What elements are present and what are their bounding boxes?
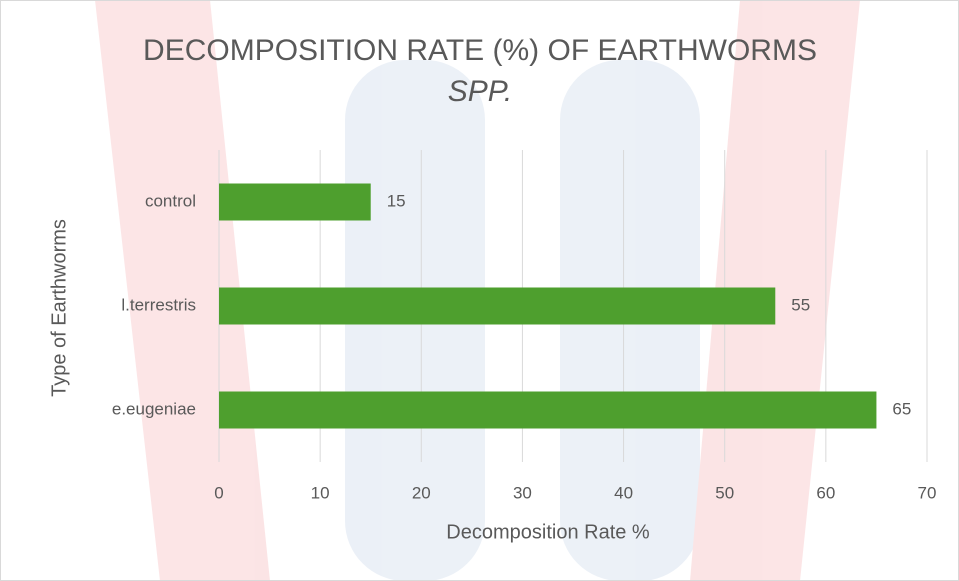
x-tick-label: 50	[715, 483, 734, 502]
x-tick-label: 10	[311, 483, 330, 502]
bar	[219, 391, 877, 429]
x-tick-label: 70	[918, 483, 937, 502]
bar	[219, 287, 776, 325]
bar	[219, 183, 371, 221]
data-label: 15	[387, 191, 406, 210]
y-tick-label: control	[145, 191, 196, 210]
data-label: 65	[892, 399, 911, 418]
x-tick-label: 0	[214, 483, 223, 502]
x-tick-label: 60	[816, 483, 835, 502]
x-tick-label: 20	[412, 483, 431, 502]
x-tick-label: 30	[513, 483, 532, 502]
data-label: 55	[791, 295, 810, 314]
x-axis-label: Decomposition Rate %	[446, 521, 650, 543]
x-tick-label: 40	[614, 483, 633, 502]
chart-title: DECOMPOSITION RATE (%) OF EARTHWORMS	[143, 34, 817, 67]
y-axis-label: Type of Earthworms	[48, 219, 70, 397]
y-tick-label: l.terrestris	[121, 295, 196, 314]
y-tick-label: e.eugeniae	[112, 399, 196, 418]
chart-title: SPP.	[448, 75, 513, 108]
